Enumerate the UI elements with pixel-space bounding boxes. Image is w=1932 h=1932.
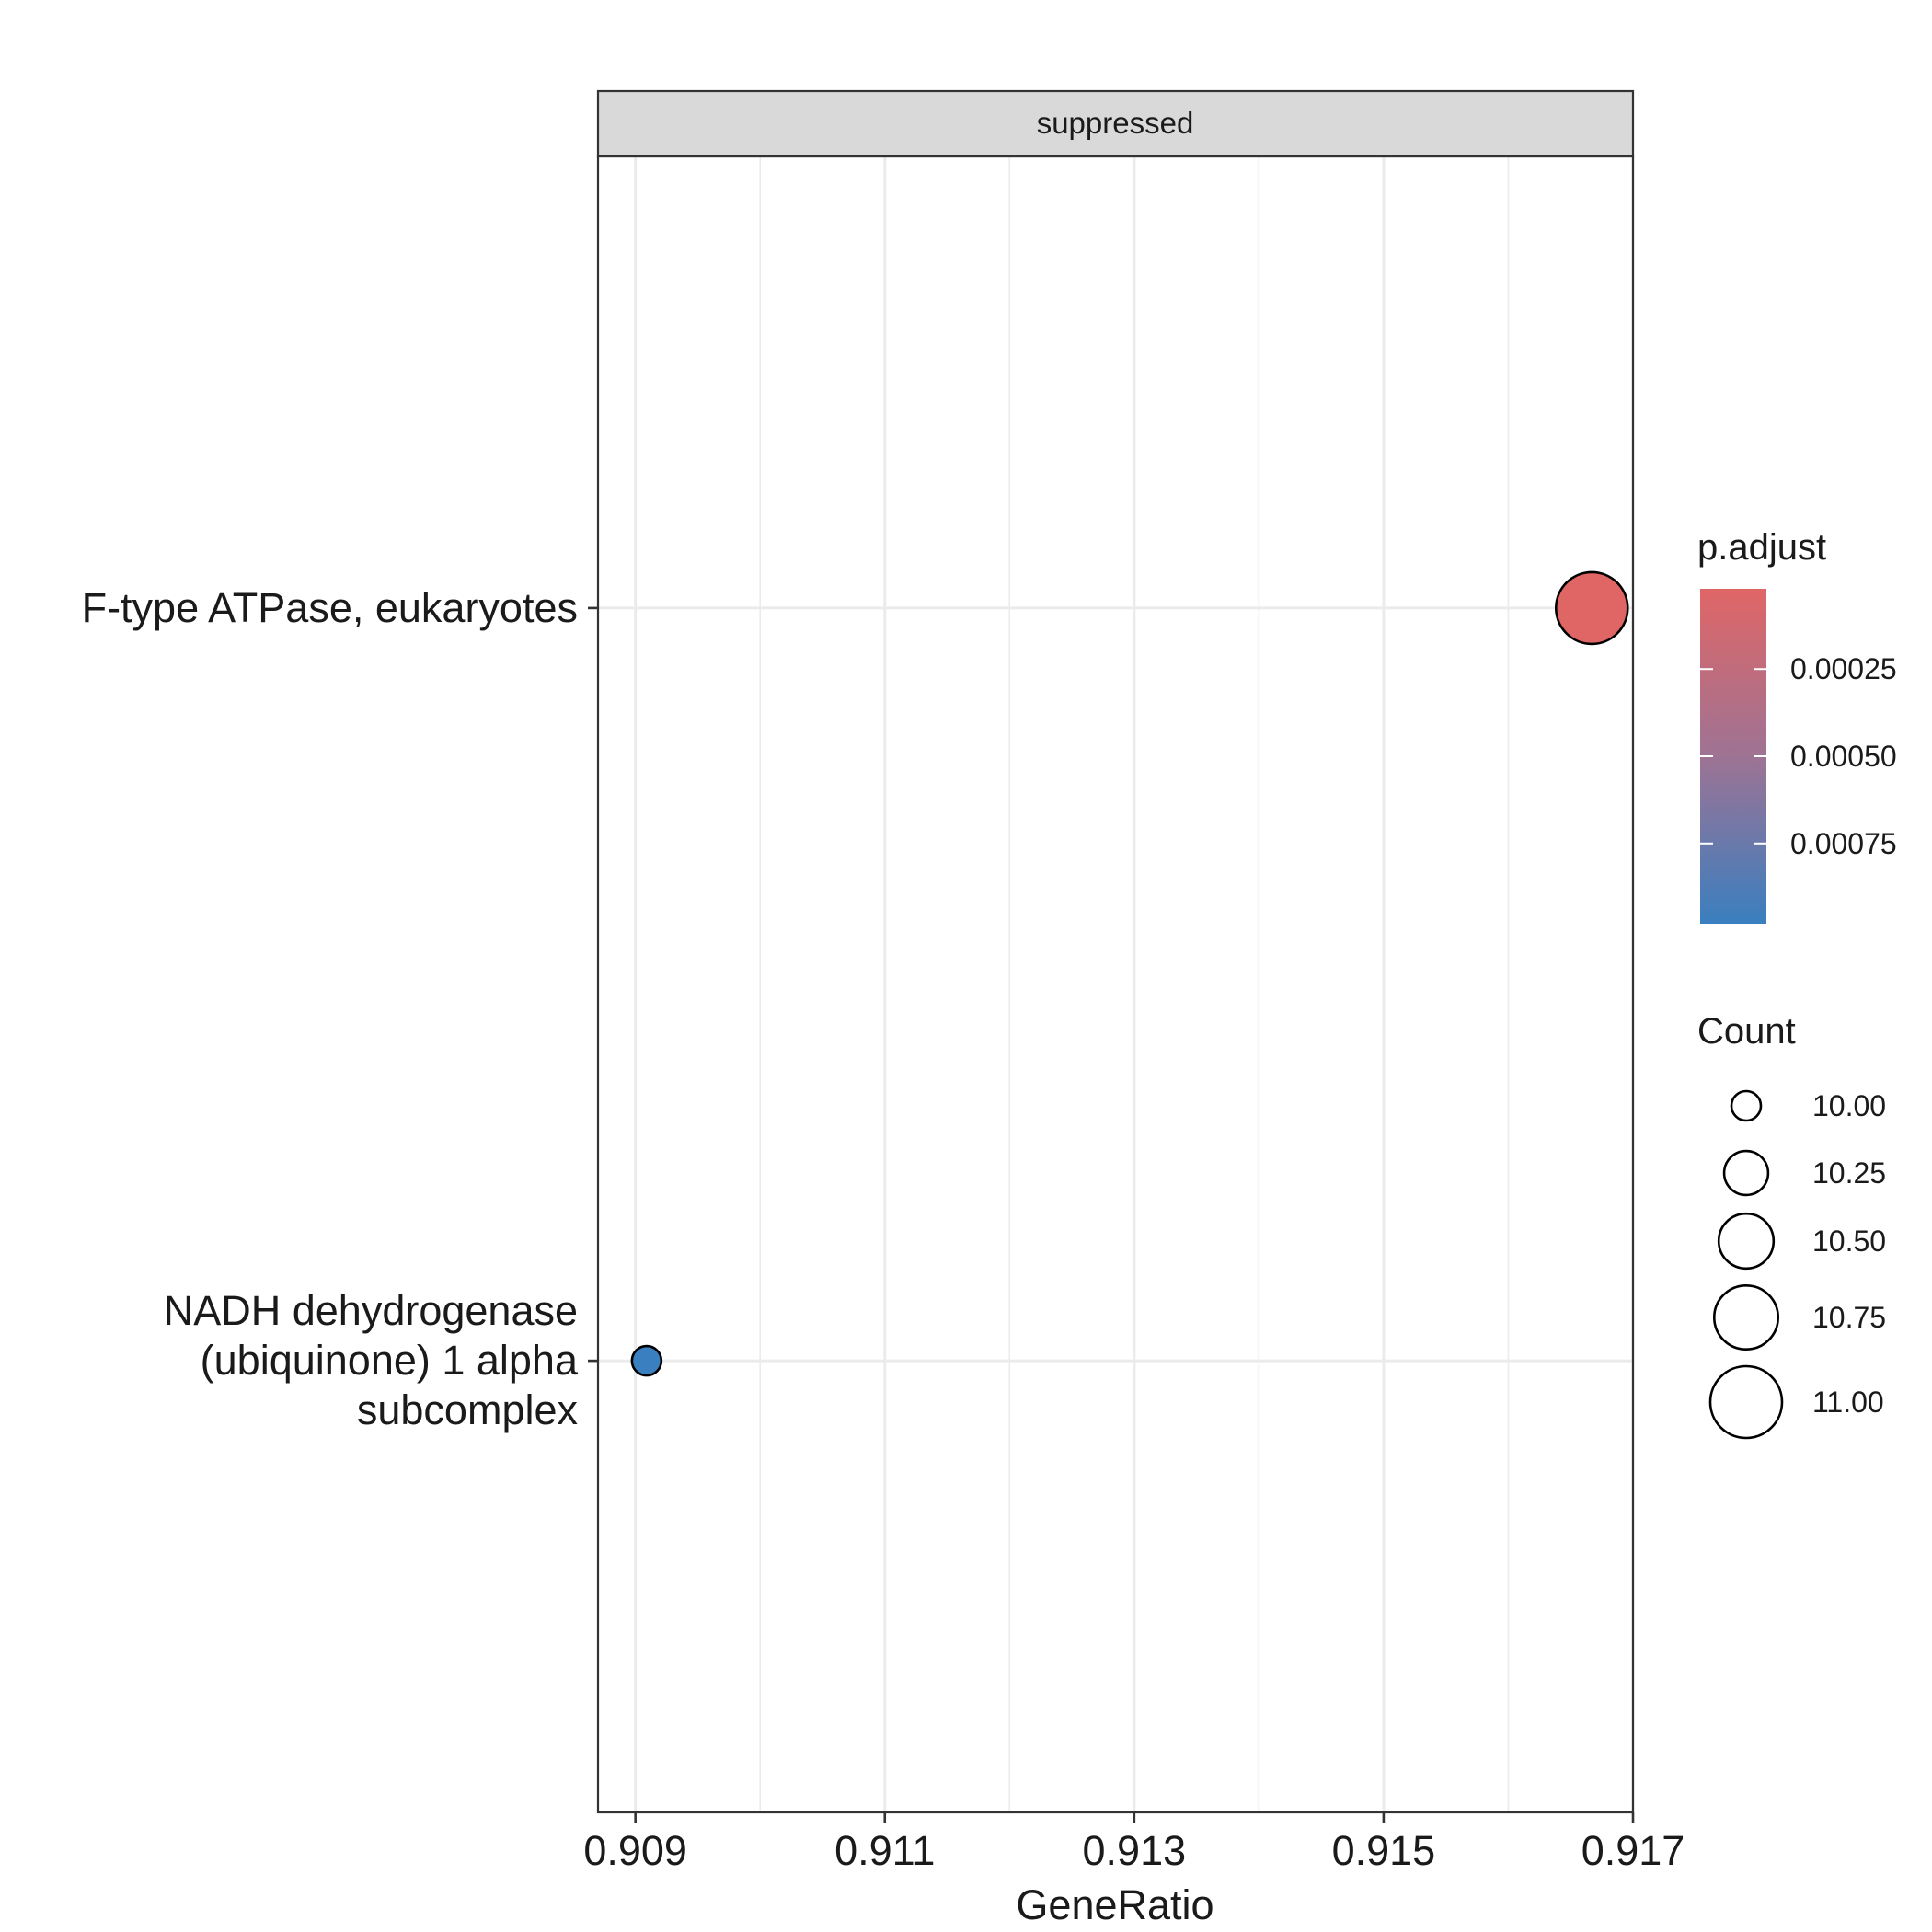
size-legend-key bbox=[1708, 1364, 1784, 1440]
y-tick-label: (ubiquinone) 1 alpha bbox=[201, 1337, 579, 1384]
color-legend-title: p.adjust bbox=[1697, 527, 1826, 568]
y-tick-label: subcomplex bbox=[357, 1386, 579, 1433]
size-legend-key bbox=[1722, 1149, 1770, 1197]
color-legend: p.adjust 0.00025 0.00050 0.00075 bbox=[1697, 527, 1897, 924]
size-legend-label: 11.00 bbox=[1812, 1386, 1884, 1419]
size-legend-label: 10.75 bbox=[1812, 1301, 1886, 1334]
y-axis: F-type ATPase, eukaryotes NADH dehydrogen… bbox=[82, 584, 598, 1433]
size-legend-key bbox=[1730, 1089, 1763, 1122]
size-legend-key bbox=[1712, 1283, 1780, 1351]
x-tick-label: 0.909 bbox=[583, 1827, 687, 1874]
size-legend-title: Count bbox=[1697, 1011, 1796, 1052]
size-legend-label: 10.00 bbox=[1812, 1089, 1886, 1122]
size-legend: Count 10.00 10.25 10.50 10.75 11.00 bbox=[1697, 1011, 1886, 1440]
facet-strip-label: suppressed bbox=[1037, 106, 1194, 140]
x-axis-title: GeneRatio bbox=[1016, 1881, 1213, 1928]
data-points bbox=[630, 570, 1629, 1377]
y-tick-label: F-type ATPase, eukaryotes bbox=[82, 584, 578, 631]
x-tick-label: 0.911 bbox=[834, 1827, 935, 1874]
x-tick-label: 0.917 bbox=[1581, 1827, 1685, 1874]
color-legend-label: 0.00025 bbox=[1790, 652, 1897, 685]
x-tick-label: 0.913 bbox=[1083, 1827, 1187, 1874]
color-legend-label: 0.00050 bbox=[1790, 740, 1897, 773]
x-tick-label: 0.915 bbox=[1332, 1827, 1436, 1874]
facet-strip-background bbox=[596, 89, 1635, 158]
data-point bbox=[1554, 570, 1629, 646]
plot-panel-background bbox=[598, 156, 1633, 1812]
facet-strip: suppressed bbox=[596, 89, 1635, 158]
size-legend-key bbox=[1717, 1212, 1776, 1271]
size-legend-label: 10.25 bbox=[1812, 1156, 1886, 1190]
size-legend-label: 10.50 bbox=[1812, 1225, 1886, 1258]
data-point bbox=[630, 1344, 663, 1377]
x-axis: 0.909 0.911 0.913 0.915 0.917 bbox=[583, 1812, 1685, 1874]
y-tick-label: NADH dehydrogenase bbox=[164, 1287, 578, 1334]
color-legend-label: 0.00075 bbox=[1790, 827, 1897, 860]
